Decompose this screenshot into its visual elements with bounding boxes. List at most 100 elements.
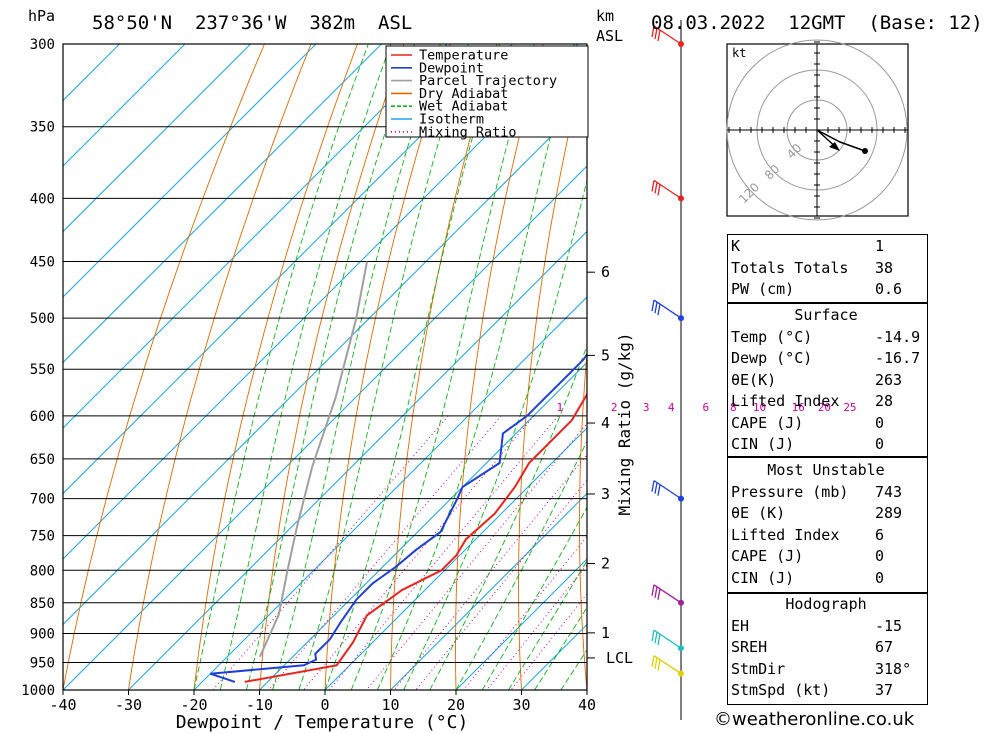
mixing-ratio-label: 25: [843, 401, 856, 414]
wind-barb-feather: [654, 301, 658, 314]
legend-label: Dry Adiabat: [419, 86, 508, 102]
temperature-line: [244, 392, 587, 683]
surface-table: Surface Temp (°C) -14.9 Dewp (°C) -16.7 θE(K)…: [727, 305, 925, 456]
asl-label: ASL: [596, 27, 623, 45]
pressure-tick-label: 950: [30, 655, 55, 671]
station-location: 58°50'N 237°36'W 382m ASL: [92, 12, 412, 34]
wind-barb-shaft: [653, 655, 682, 675]
wind-level-dot: [678, 599, 684, 606]
wind-level-dot: [678, 670, 684, 677]
isotherm-line: [63, 44, 448, 429]
mixing-ratio-line: [268, 415, 502, 690]
wet-adiabat-line: [403, 178, 587, 690]
row-value: 0: [875, 568, 885, 587]
section-title: Surface: [794, 306, 858, 324]
wind-barb-feather: [657, 303, 661, 316]
row-label: CIN (J): [731, 435, 795, 453]
wind-barb-feather: [657, 588, 661, 600]
row-value: 318°: [875, 659, 912, 678]
row-label: Lifted Index: [731, 525, 840, 544]
height-tick-label: 4: [601, 414, 610, 432]
mixing-ratio-line: [463, 535, 587, 690]
wet-adiabat-line: [245, 44, 416, 690]
wind-barb-feather: [651, 655, 655, 667]
dewpoint-line: [209, 352, 587, 683]
pressure-tick-label: 500: [30, 311, 55, 327]
pressure-tick-label: 850: [30, 596, 55, 612]
parcel-trajectory-line: [258, 261, 368, 658]
legend-label: Wet Adiabat: [419, 99, 508, 115]
section-title-row: Surface: [727, 305, 925, 327]
row-label: StmDir: [731, 659, 786, 678]
section-title-row: Hodograph: [727, 594, 925, 616]
pressure-unit-label: hPa: [28, 7, 55, 25]
wind-barb-shaft: [653, 584, 682, 604]
dry-adiabat-line: [639, 44, 683, 690]
wind-barb-shaft: [653, 480, 682, 500]
row-value: -14.9: [875, 327, 921, 346]
dry-adiabat-line: [958, 44, 1000, 690]
mixing-ratio-label: 16: [792, 401, 805, 414]
x-tick-label: -40: [49, 696, 76, 714]
row-label: CAPE (J): [731, 547, 804, 565]
wind-level-dot: [678, 195, 684, 202]
wind-barb: [651, 480, 684, 502]
row-value: 28: [875, 392, 894, 410]
wind-barb-shaft: [653, 25, 682, 45]
wind-level-dot: [678, 495, 684, 502]
wind-barb-shaft: [653, 179, 682, 199]
legend-label: Isotherm: [419, 112, 484, 128]
wind-barb-feather: [654, 482, 658, 494]
row-label: K: [731, 237, 741, 255]
hodograph-box: [727, 592, 928, 705]
indices-box: [727, 234, 928, 304]
diagram-background-lines: [63, 44, 1000, 690]
dry-adiabat-line: [63, 44, 265, 690]
mixing-ratio-line: [486, 563, 587, 690]
wet-adiabat-line: [350, 44, 535, 690]
mixing-ratio-label: 6: [703, 401, 710, 414]
storm-motion-arrowhead: [829, 142, 840, 151]
row-label: θE (K): [731, 504, 786, 522]
section-title-row: Most Unstable: [727, 460, 925, 482]
wind-level-dot: [678, 41, 684, 47]
height-tick-label: 2: [601, 555, 610, 573]
forecast-date: 08.03.2022 12GMT (Base: 12): [651, 12, 983, 34]
hodograph-unit-label: kt: [732, 46, 746, 60]
height-tick-label: 5: [601, 346, 610, 364]
wet-adiabat-line: [481, 506, 587, 690]
pressure-tick-label: 550: [30, 362, 55, 378]
dry-adiabat-line: [696, 44, 729, 690]
section-title: Hodograph: [785, 595, 867, 613]
pressure-tick-label: 350: [30, 120, 55, 136]
isotherm-line: [63, 99, 587, 626]
wind-level-dot: [678, 315, 684, 322]
most-unstable-row: CAPE (J) 0: [727, 546, 925, 568]
x-tick-label: -20: [180, 696, 207, 714]
height-tick-label: 6: [601, 263, 610, 281]
surface-row: θE(K) 263: [727, 370, 925, 392]
wind-barb-feather: [651, 299, 655, 312]
row-label: CIN (J): [731, 568, 795, 587]
row-value: 263: [875, 370, 903, 389]
pressure-tick-label: 650: [30, 452, 55, 468]
hodograph-table: Hodograph EH -15 SREH 67 StmDir 318° StmSpd (kt…: [727, 594, 925, 702]
credit-text[interactable]: ©weatheronline.co.uk: [714, 709, 915, 730]
hodograph-end-dot: [862, 148, 868, 154]
legend-label: Mixing Ratio: [419, 124, 517, 140]
row-label: EH: [731, 616, 750, 635]
wind-barb-feather: [657, 484, 661, 496]
wind-barb-feather: [654, 632, 658, 644]
indices-row: PW (cm) 0.6: [727, 279, 906, 301]
x-axis-title: Dewpoint / Temperature (°C): [176, 712, 469, 733]
row-value: 38: [875, 258, 894, 277]
wind-barb: [651, 629, 684, 652]
row-label: Pressure (mb): [731, 482, 849, 501]
mixing-ratio-label: 2: [611, 401, 618, 414]
mixing-ratio-label: 3: [643, 401, 650, 414]
row-label: StmSpd (kt): [731, 681, 831, 699]
mixing-ratio-line: [212, 415, 449, 690]
